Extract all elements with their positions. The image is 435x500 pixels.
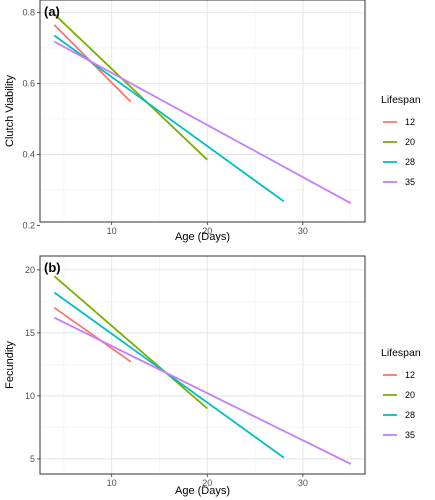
plot-border [39,0,366,223]
series-line-35 [53,40,352,204]
y-tick-label: 10 [25,391,35,401]
plot-background [40,0,365,222]
x-axis-title: Age (Days) [175,231,230,243]
y-axis-title: Clutch Viability [4,75,16,147]
legend-label-28: 28 [405,410,415,420]
plot-border [39,255,366,475]
legend-label-12: 12 [405,370,415,380]
panel-label: (b) [44,260,61,275]
legend-label-20: 20 [405,390,415,400]
legend-label-20: 20 [405,137,415,147]
y-tick-label: 20 [25,265,35,275]
x-tick-label: 10 [107,226,117,236]
legend-label-35: 35 [405,177,415,187]
series-line-20 [53,275,208,410]
series-line-12 [53,306,132,363]
x-tick-label: 30 [298,478,308,488]
x-tick-label: 20 [202,478,212,488]
y-axis-title: Fecundity [4,341,16,389]
legend-title: Lifespan [381,94,421,106]
panel-a: 10 20 30 0.2 0.4 0.6 0.8 Age (Days) Clutch Viabi… [4,0,421,243]
legend-title: Lifespan [381,347,421,359]
series-line-20 [53,13,208,161]
y-tick-label: 0.8 [22,7,35,17]
x-tick-label: 30 [298,226,308,236]
y-tick-label: 0.6 [22,78,35,88]
x-axis-title: Age (Days) [175,485,230,497]
panel-label: (a) [44,4,60,19]
legend-label-28: 28 [405,157,415,167]
series-line-35 [53,316,352,465]
y-tick-label: 5 [30,454,35,464]
y-tick-label: 15 [25,328,35,338]
x-tick-label: 20 [202,226,212,236]
legend-label-35: 35 [405,430,415,440]
x-tick-label: 10 [107,478,117,488]
legend-label-12: 12 [405,117,415,127]
y-tick-label: 0.4 [22,150,35,160]
plot-background [40,256,365,474]
y-tick-label: 0.2 [22,221,35,231]
